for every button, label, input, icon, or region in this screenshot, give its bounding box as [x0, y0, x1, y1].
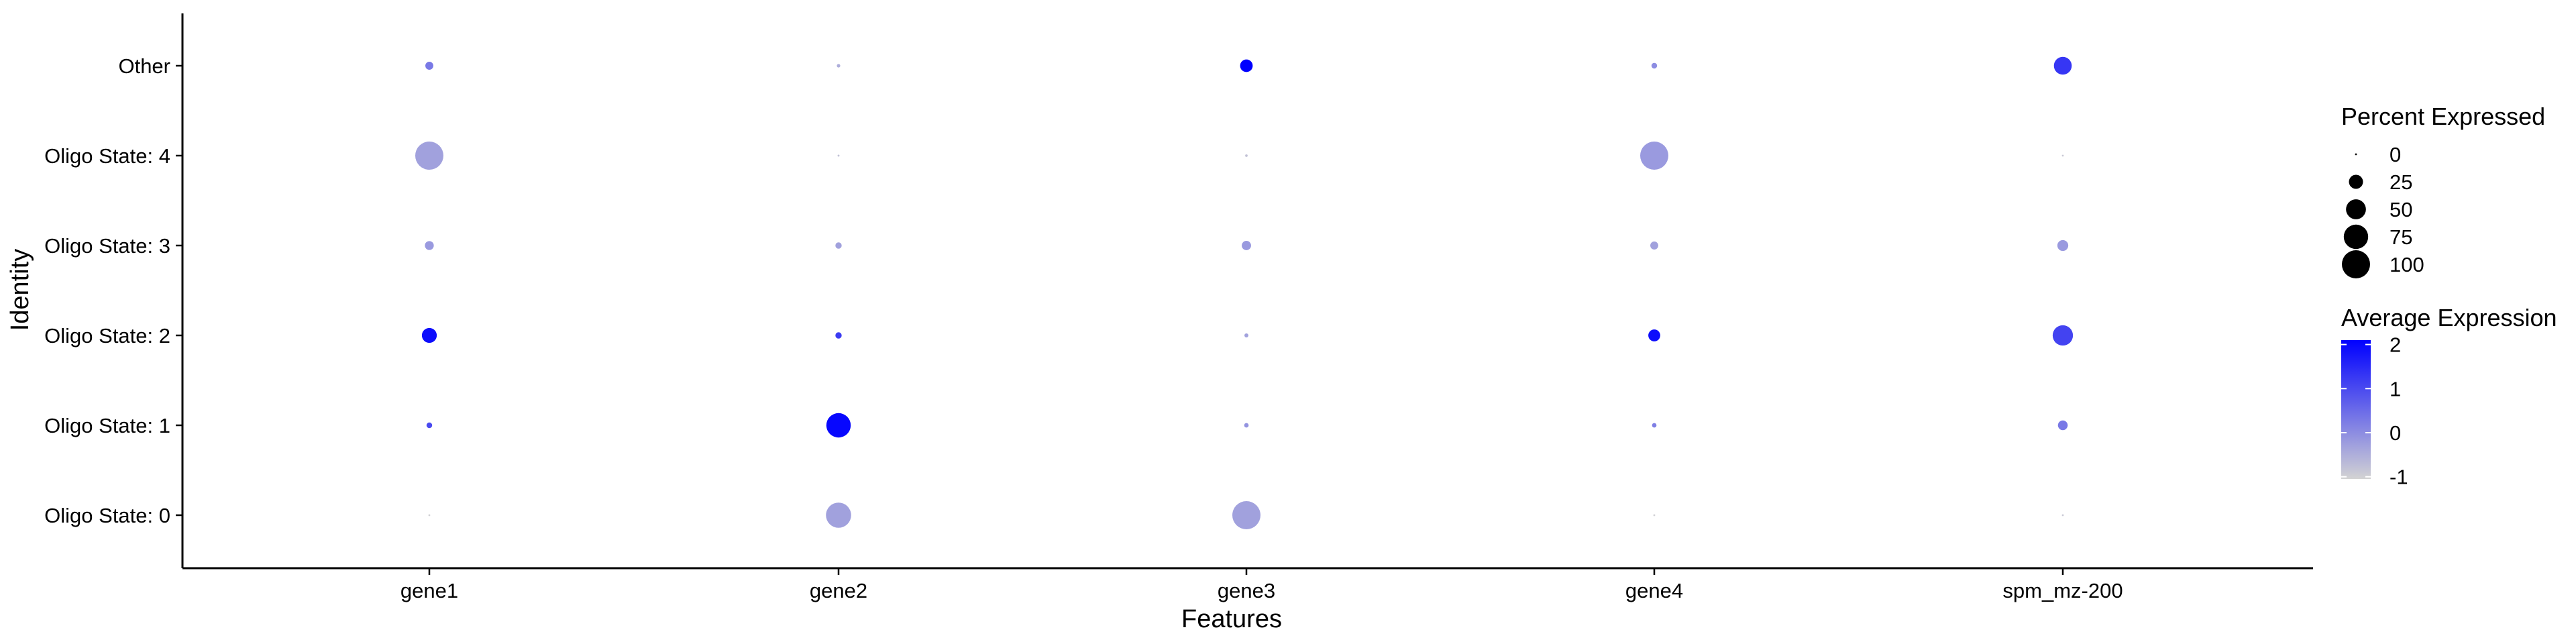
size-legend-dot — [2346, 199, 2366, 219]
dot-gene3-oligo-state-2 — [1244, 333, 1248, 337]
y-tick-label: Oligo State: 2 — [44, 324, 170, 347]
color-legend-ticks: 2 1 0 -1 — [2341, 333, 2408, 489]
x-axis-title: Features — [1181, 605, 1282, 633]
dot-spm_mz-200-other — [2053, 56, 2072, 75]
size-legend-label: 25 — [2390, 170, 2412, 194]
x-tick-label: gene3 — [1218, 579, 1275, 602]
dot-spm_mz-200-oligo-state-1 — [2057, 420, 2068, 431]
dot-gene2-oligo-state-0 — [826, 502, 851, 528]
dot-spm_mz-200-oligo-state-0 — [2061, 514, 2064, 517]
dot-gene1-oligo-state-4 — [415, 142, 443, 170]
size-legend: Percent Expressed 0 25 50 75 100 — [2341, 103, 2545, 278]
dot-gene1-oligo-state-2 — [421, 327, 437, 343]
x-tick-label: spm_mz-200 — [2002, 579, 2123, 602]
y-axis-title: Identity — [6, 249, 34, 331]
x-tick-label: gene4 — [1625, 579, 1683, 602]
size-legend-items: 0 25 50 75 100 — [2342, 143, 2424, 278]
dot-gene3-oligo-state-1 — [1244, 423, 1249, 428]
dot-spm_mz-200-oligo-state-4 — [2061, 154, 2064, 157]
y-tick-label: Oligo State: 4 — [44, 144, 170, 168]
dot-gene1-oligo-state-1 — [426, 422, 433, 429]
color-bar — [2341, 340, 2371, 479]
size-legend-label: 0 — [2390, 143, 2401, 166]
dot-gene3-oligo-state-4 — [1245, 154, 1248, 157]
dot-gene3-oligo-state-3 — [1242, 241, 1251, 250]
y-tick-label: Oligo State: 3 — [44, 234, 170, 258]
dot-spm_mz-200-oligo-state-2 — [2052, 325, 2074, 346]
size-legend-dot — [2343, 224, 2369, 250]
color-legend: Average Expression 2 1 0 -1 — [2341, 304, 2557, 489]
color-legend-label: -1 — [2390, 466, 2408, 489]
color-legend-label: 1 — [2390, 377, 2401, 400]
y-tick-label: Oligo State: 1 — [44, 414, 170, 437]
dot-gene2-oligo-state-1 — [826, 413, 851, 438]
size-legend-title: Percent Expressed — [2341, 103, 2545, 130]
size-legend-label: 50 — [2390, 198, 2412, 221]
x-tick-label: gene1 — [400, 579, 458, 602]
size-legend-dot — [2349, 174, 2363, 189]
dot-gene2-oligo-state-2 — [835, 332, 842, 339]
size-legend-label: 100 — [2390, 253, 2424, 276]
dot-spm_mz-200-oligo-state-3 — [2057, 239, 2069, 252]
dot-gene4-oligo-state-0 — [1653, 514, 1656, 517]
dot-gene4-other — [1651, 62, 1658, 69]
dot-gene3-oligo-state-0 — [1232, 501, 1260, 529]
dot-gene4-oligo-state-4 — [1640, 142, 1668, 170]
dot-gene2-oligo-state-3 — [835, 242, 842, 249]
dot-gene2-other — [837, 64, 841, 68]
dot-gene1-other — [425, 62, 433, 70]
size-legend-label: 75 — [2390, 225, 2412, 249]
size-legend-dot — [2342, 250, 2370, 278]
dot-gene1-oligo-state-3 — [425, 241, 434, 250]
y-tick-label: Oligo State: 0 — [44, 504, 170, 527]
size-legend-dot — [2355, 153, 2357, 156]
color-legend-label: 0 — [2390, 421, 2401, 445]
dot-gene3-other — [1240, 59, 1253, 72]
dot-marks — [415, 56, 2074, 529]
y-tick-label: Other — [118, 54, 170, 78]
dot-gene1-oligo-state-0 — [428, 514, 431, 517]
y-axis-ticks: Oligo State: 0 Oligo State: 1 Oligo State:… — [44, 54, 182, 527]
color-legend-label: 2 — [2390, 333, 2401, 357]
dot-gene4-oligo-state-3 — [1650, 241, 1658, 250]
dot-gene4-oligo-state-1 — [1652, 423, 1657, 428]
x-axis-ticks: gene1 gene2 gene3 gene4 spm_mz-200 — [400, 568, 2123, 602]
x-tick-label: gene2 — [810, 579, 867, 602]
plot-panel: Oligo State: 0 Oligo State: 1 Oligo State:… — [44, 13, 2313, 602]
dot-gene2-oligo-state-4 — [837, 154, 840, 157]
dot-gene4-oligo-state-2 — [1648, 329, 1660, 341]
color-legend-title: Average Expression — [2341, 304, 2557, 331]
